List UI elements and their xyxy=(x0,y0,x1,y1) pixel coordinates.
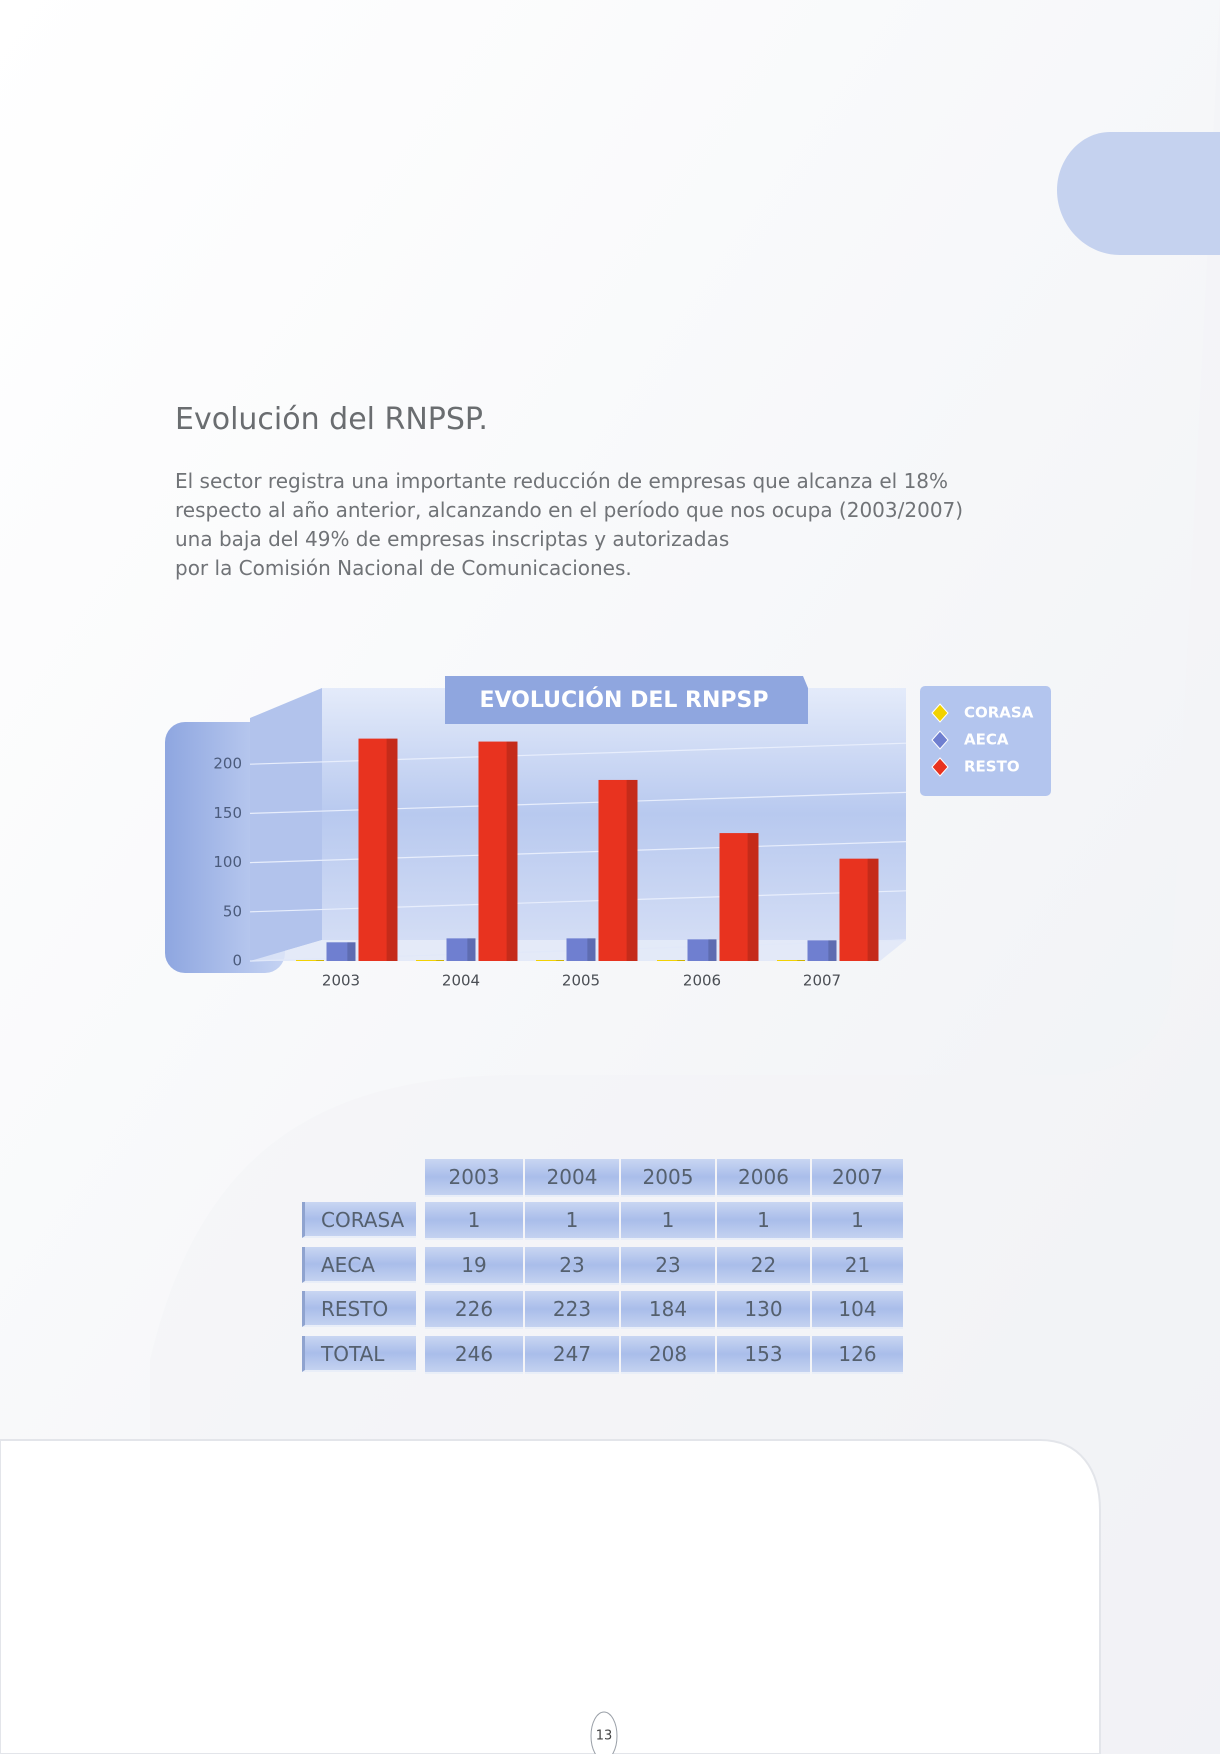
bar-shade xyxy=(587,938,596,961)
heading: Evolución del RNPSP. xyxy=(175,402,488,437)
table-cell: 1 xyxy=(621,1202,715,1240)
legend-label: RESTO xyxy=(964,758,1020,776)
bar xyxy=(296,960,324,961)
bar-shade xyxy=(556,960,564,961)
paragraph-line: El sector registra una importante reducc… xyxy=(175,469,949,493)
y-tick-label: 50 xyxy=(223,902,242,920)
legend-marker xyxy=(931,703,949,723)
y-tick-label: 200 xyxy=(213,755,242,773)
tab-shape xyxy=(1057,132,1220,255)
bar-shade xyxy=(386,738,398,961)
bar xyxy=(777,960,805,961)
bar-shade xyxy=(436,960,444,961)
table-cell: 1 xyxy=(425,1202,523,1240)
bar-shade xyxy=(626,779,638,961)
paragraph-line: una baja del 49% de empresas inscriptas … xyxy=(175,527,730,551)
table-cell: 22 xyxy=(717,1247,810,1285)
legend-marker xyxy=(931,757,949,777)
bar xyxy=(536,960,564,961)
x-tick-label: 2004 xyxy=(442,972,480,990)
table-row-label: RESTO xyxy=(302,1291,416,1327)
bar-shade xyxy=(467,938,476,961)
bar-shade xyxy=(867,858,879,961)
x-tick-label: 2007 xyxy=(803,972,841,990)
table-row-label: TOTAL xyxy=(302,1336,416,1372)
bar-shade xyxy=(747,833,759,961)
table-cell: 153 xyxy=(717,1336,810,1374)
page-number-badge xyxy=(590,1711,618,1754)
table-cell: 1 xyxy=(525,1202,619,1240)
bar xyxy=(657,960,685,961)
legend-label: AECA xyxy=(964,731,1009,749)
bar xyxy=(687,939,717,961)
x-tick-label: 2006 xyxy=(683,972,721,990)
bar xyxy=(416,960,444,961)
bar-shade xyxy=(316,960,324,961)
table-header-cell: 2006 xyxy=(717,1159,810,1197)
grid-line xyxy=(249,791,907,814)
table-header-cell: 2005 xyxy=(621,1159,715,1197)
paragraph-line: respecto al año anterior, alcanzando en … xyxy=(175,498,964,522)
legend-marker xyxy=(931,730,949,750)
chart-side-wall xyxy=(250,688,322,961)
legend-label: CORASA xyxy=(964,704,1034,722)
bar xyxy=(358,738,398,961)
bar xyxy=(446,938,476,961)
bar xyxy=(598,779,638,961)
grid-line xyxy=(249,841,907,864)
page-number: 13 xyxy=(596,1729,613,1744)
table-cell: 19 xyxy=(425,1247,523,1285)
bottom-panel xyxy=(0,1439,1101,1754)
curve-shape xyxy=(150,0,1220,1754)
y-tick-label: 150 xyxy=(213,804,242,822)
x-tick-label: 2005 xyxy=(562,972,600,990)
bar-shade xyxy=(828,940,837,961)
table-cell: 223 xyxy=(525,1291,619,1329)
table-cell: 21 xyxy=(812,1247,903,1285)
bar-shade xyxy=(677,960,685,961)
table-cell: 1 xyxy=(717,1202,810,1240)
bar-shade xyxy=(506,741,518,961)
table-cell: 23 xyxy=(525,1247,619,1285)
paragraph-line: por la Comisión Nacional de Comunicacion… xyxy=(175,556,632,580)
x-tick-label: 2003 xyxy=(322,972,360,990)
table-cell: 247 xyxy=(525,1336,619,1374)
table-cell: 130 xyxy=(717,1291,810,1329)
table-row-label: CORASA xyxy=(302,1202,416,1238)
table-row-label: AECA xyxy=(302,1247,416,1283)
bar xyxy=(326,942,356,961)
chart-title: EVOLUCIÓN DEL RNPSP xyxy=(480,687,769,713)
table-cell: 126 xyxy=(812,1336,903,1374)
bar-shade xyxy=(797,960,805,961)
bar xyxy=(807,940,837,961)
table-cell: 246 xyxy=(425,1336,523,1374)
bar xyxy=(566,938,596,961)
grid-line xyxy=(249,742,907,765)
y-tick-label: 100 xyxy=(213,853,242,871)
bar xyxy=(839,858,879,961)
y-tick-label: 0 xyxy=(232,952,242,970)
table-cell: 104 xyxy=(812,1291,903,1329)
table-cell: 184 xyxy=(621,1291,715,1329)
chart-title-banner xyxy=(445,676,808,724)
legend-box xyxy=(920,686,1051,796)
bar-shade xyxy=(708,939,717,961)
table-header-cell: 2007 xyxy=(812,1159,903,1197)
table-cell: 23 xyxy=(621,1247,715,1285)
bar xyxy=(478,741,518,961)
table-cell: 226 xyxy=(425,1291,523,1329)
bar xyxy=(719,833,759,961)
table-header-cell: 2003 xyxy=(425,1159,523,1197)
table-cell: 1 xyxy=(812,1202,903,1240)
grid-line xyxy=(249,890,907,913)
bar-shade xyxy=(347,942,356,961)
table-header-cell: 2004 xyxy=(525,1159,619,1197)
table-cell: 208 xyxy=(621,1336,715,1374)
